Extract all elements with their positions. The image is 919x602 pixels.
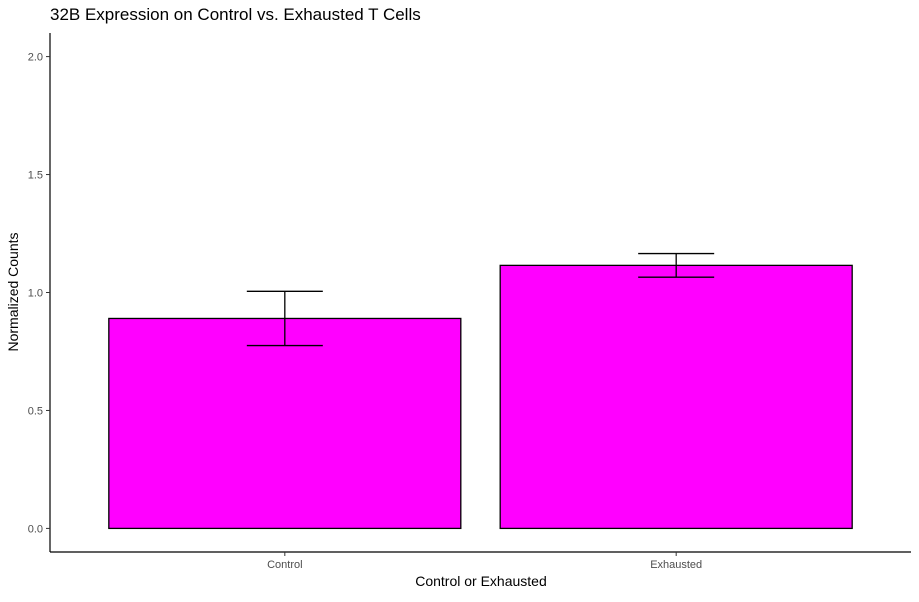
x-axis-ticks: Control Exhausted [267,552,702,571]
bar-control [108,317,462,530]
error-bars-layer [246,252,715,347]
y-tick-label: 1.5 [28,170,43,182]
x-tick-label-exhausted: Exhausted [650,559,702,571]
y-tick-label: 1.0 [28,288,43,300]
bar-exhausted [499,264,853,530]
error-bar-control [246,290,323,347]
y-tick-label: 0.5 [28,405,43,417]
bars-layer [108,264,853,530]
y-axis-title: Normalized Counts [5,232,21,351]
x-tick-label-control: Control [267,559,302,571]
y-axis-ticks: 0.0 0.5 1.0 1.5 2.0 [28,52,50,535]
y-tick-label: 0.0 [28,523,43,535]
chart-title: 32B Expression on Control vs. Exhausted … [50,5,421,24]
error-bar-exhausted [638,252,715,278]
y-tick-label: 2.0 [28,52,43,64]
x-axis-title: Control or Exhausted [415,573,547,589]
